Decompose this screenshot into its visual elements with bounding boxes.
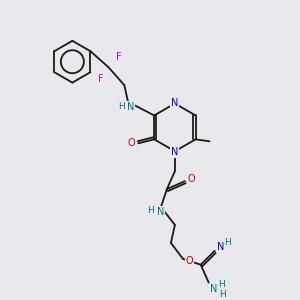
- Text: N: N: [127, 102, 134, 112]
- Text: O: O: [188, 174, 196, 184]
- Text: F: F: [98, 74, 103, 84]
- Text: O: O: [186, 256, 194, 266]
- Text: N: N: [217, 242, 224, 252]
- Text: H: H: [224, 238, 231, 247]
- Text: N: N: [210, 284, 218, 294]
- Text: F: F: [116, 52, 121, 62]
- Text: H: H: [118, 103, 125, 112]
- Text: H: H: [219, 290, 226, 299]
- Text: H: H: [148, 206, 154, 215]
- Text: O: O: [128, 138, 135, 148]
- Text: N: N: [171, 147, 178, 157]
- Text: H: H: [218, 280, 225, 289]
- Text: N: N: [171, 98, 178, 107]
- Text: N: N: [157, 207, 165, 217]
